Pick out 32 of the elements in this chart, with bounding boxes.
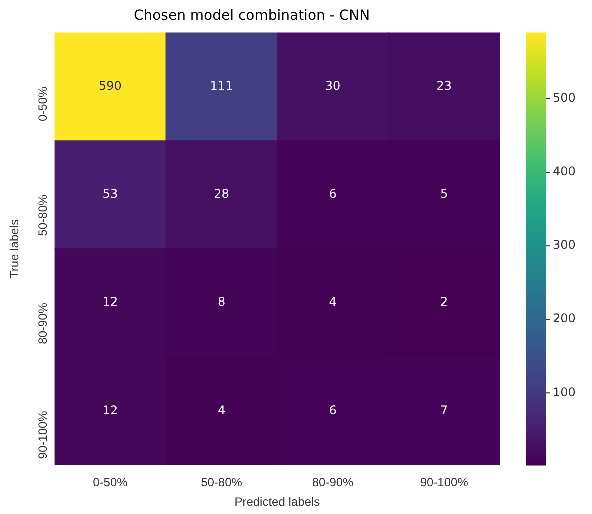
- data-label: 23: [436, 78, 452, 93]
- y-tick-label: 50-80%: [36, 194, 50, 236]
- x-axis-title: Predicted labels: [234, 495, 320, 510]
- data-label: 30: [325, 78, 341, 93]
- y-tick-label: 90-100%: [36, 410, 50, 460]
- x-tick-label: 80-90%: [312, 476, 354, 490]
- data-label: 590: [98, 78, 122, 93]
- x-tick-label: 0-50%: [93, 476, 128, 490]
- chart-title: Chosen model combination - CNN: [134, 8, 370, 24]
- data-label: 53: [102, 187, 118, 202]
- data-label: 12: [102, 295, 118, 310]
- y-tick-label: 0-50%: [36, 86, 50, 122]
- color-bar-label: 400: [553, 164, 576, 179]
- x-tick-label: 50-80%: [201, 476, 243, 490]
- color-bar-label: 200: [553, 312, 576, 326]
- data-label: 6: [329, 403, 337, 418]
- data-label: 111: [210, 78, 234, 93]
- data-label: 7: [440, 403, 448, 418]
- data-label: 6: [329, 187, 337, 202]
- data-label: 28: [214, 187, 230, 202]
- data-label: 4: [218, 403, 226, 418]
- data-label: 12: [102, 403, 118, 418]
- color-bar-label: 500: [553, 91, 576, 106]
- color-bar-label: 300: [553, 238, 576, 252]
- x-tick-label: 90-100%: [420, 476, 469, 490]
- data-label: 4: [329, 295, 337, 310]
- color-bar-label: 100: [553, 385, 576, 400]
- data-label: 5: [440, 187, 448, 202]
- y-tick-label: 80-90%: [36, 302, 50, 344]
- data-label: 2: [440, 295, 448, 310]
- y-axis-title: True labels: [8, 220, 22, 278]
- data-label: 8: [218, 295, 226, 310]
